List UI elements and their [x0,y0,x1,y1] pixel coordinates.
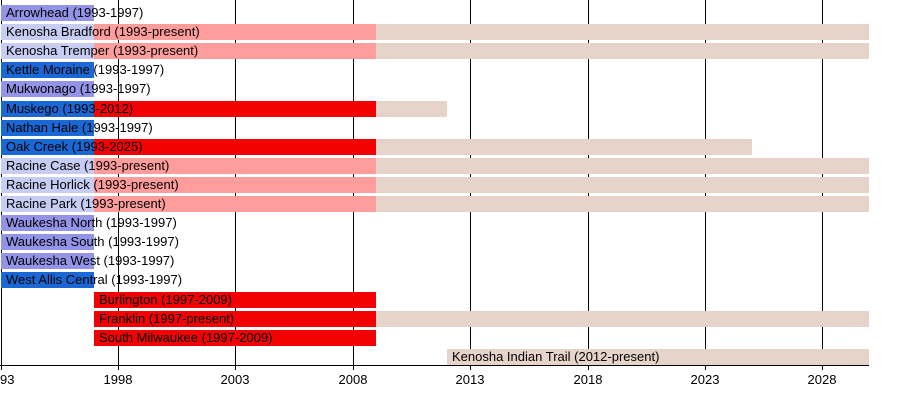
timeline-bar-segment [1,101,94,117]
timeline-bar-segment [1,215,94,231]
timeline-bar-segment [376,177,869,193]
timeline-bar-segment [1,272,94,288]
timeline-bar-segment [94,292,376,308]
timeline-bar-segment [376,101,447,117]
timeline-row-label: Oak Creek (1993-2025) [6,139,143,154]
x-axis-tick [822,365,823,370]
timeline-bar-segment [376,43,869,59]
timeline-bar-segment [94,139,376,155]
timeline-row-label: Mukwonago (1993-1997) [6,81,151,96]
timeline-bar-segment [1,24,94,40]
timeline-bar-segment [447,349,869,365]
timeline-bar-segment [376,24,869,40]
timeline-bar-segment [94,311,376,327]
timeline-bar-segment [94,177,376,193]
timeline-row-label: Waukesha South (1993-1997) [6,234,179,249]
timeline-row-label: Franklin (1997-present) [99,311,235,326]
timeline-bar-segment [1,253,94,269]
x-axis-tick-label: 2028 [807,372,837,387]
timeline-row-label: Waukesha North (1993-1997) [6,215,177,230]
timeline-bar-segment [1,5,94,21]
timeline-bar-segment [376,311,869,327]
timeline-row-label: Kenosha Indian Trail (2012-present) [452,349,660,364]
timeline-bar-segment [1,120,94,136]
timeline-bar-segment [376,158,869,174]
timeline-row-label: Kenosha Tremper (1993-present) [6,43,199,58]
timeline-row-label: Arrowhead (1993-1997) [6,5,144,20]
timeline-bar-segment [94,101,376,117]
timeline-bar-segment [94,330,376,346]
x-axis-tick [118,365,119,370]
x-axis-tick-label: 2023 [690,372,720,387]
timeline-row-label: Burlington (1997-2009) [99,292,232,307]
timeline-bar-segment [376,139,752,155]
x-axis-tick [470,365,471,370]
x-axis-tick-label: 2013 [455,372,485,387]
timeline-row-label: Muskego (1993-2012) [6,101,134,116]
x-axis-tick-label: 2008 [338,372,368,387]
timeline-bar-segment [1,43,94,59]
timeline-bar-segment [94,24,376,40]
timeline-bar-segment [1,139,94,155]
timeline-bar-segment [94,196,376,212]
timeline-bar-segment [1,177,94,193]
x-axis-line [0,365,869,366]
timeline-bar-segment [1,62,94,78]
timeline-bar-segment [94,43,376,59]
x-axis-tick [1,365,2,370]
timeline-row-label: Waukesha West (1993-1997) [6,253,175,268]
timeline-row-label: Kettle Moraine (1993-1997) [6,62,165,77]
x-axis-tick [353,365,354,370]
x-axis-tick-label: 93 [0,372,15,387]
x-axis-tick-label: 2018 [573,372,603,387]
timeline-bar-segment [1,81,94,97]
x-axis-tick [588,365,589,370]
timeline-row-label: Racine Park (1993-present) [6,196,166,211]
x-axis-tick-label: 1998 [103,372,133,387]
timeline-row-label: Nathan Hale (1993-1997) [6,120,153,135]
timeline-bar-segment [1,234,94,250]
x-axis-tick [705,365,706,370]
x-axis-tick [235,365,236,370]
timeline-bar-segment [1,158,94,174]
timeline-bar-segment [94,158,376,174]
timeline-row-label: South Milwaukee (1997-2009) [99,330,273,345]
timeline-row-label: West Allis Central (1993-1997) [6,272,183,287]
timeline-bar-segment [376,196,869,212]
timeline-row-label: Kenosha Bradford (1993-present) [6,24,200,39]
timeline-bar-segment [1,196,94,212]
timeline-row-label: Racine Case (1993-present) [6,158,170,173]
timeline-row-label: Racine Horlick (1993-present) [6,177,179,192]
x-axis-tick-label: 2003 [220,372,250,387]
